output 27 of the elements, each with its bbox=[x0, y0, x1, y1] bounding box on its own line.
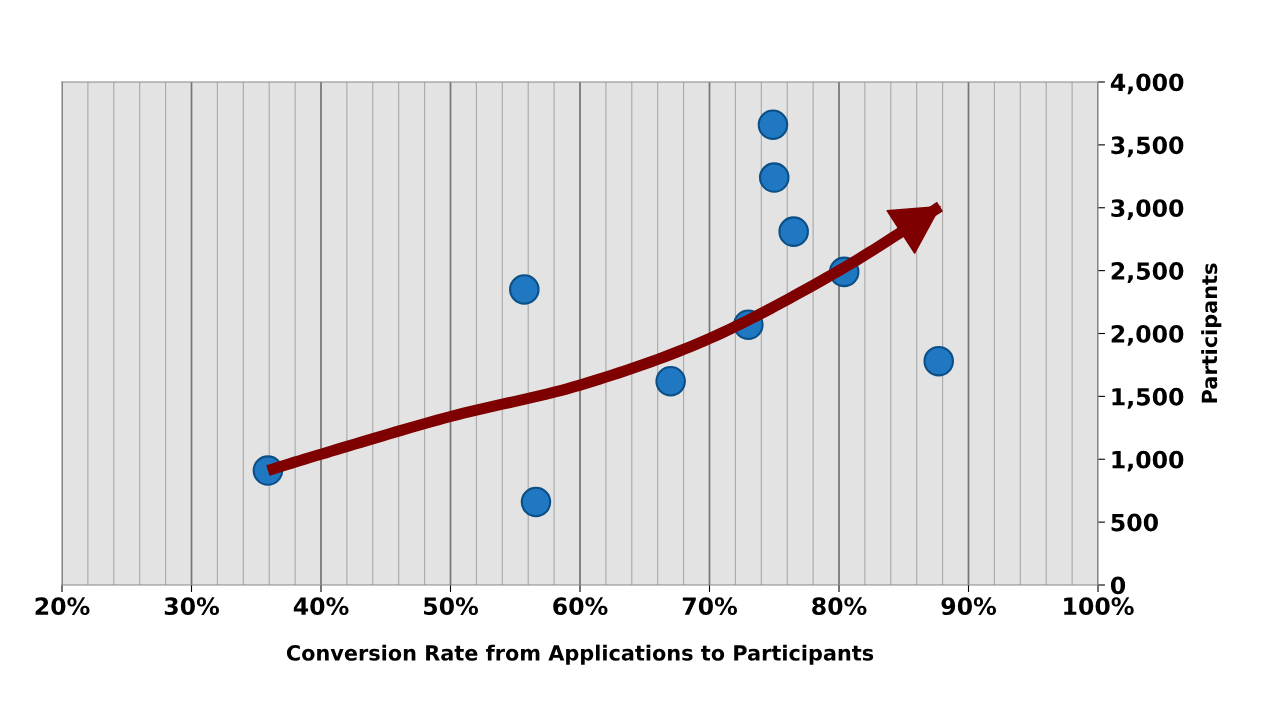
x-tick-label: 70% bbox=[682, 597, 738, 616]
y-tick-label: 500 bbox=[1111, 513, 1158, 532]
y-tick-label: 2,500 bbox=[1111, 262, 1184, 283]
y-axis-title: Participants bbox=[1201, 263, 1222, 403]
y-tick-label: 3,500 bbox=[1111, 136, 1184, 158]
point bbox=[509, 274, 540, 305]
x-tick-label: 20% bbox=[35, 597, 90, 616]
y-tick-label: 0 bbox=[1110, 576, 1126, 595]
y-tick-label: 4,000 bbox=[1110, 73, 1184, 95]
x-tick-label: 80% bbox=[812, 597, 867, 616]
point bbox=[778, 216, 809, 247]
point bbox=[758, 162, 790, 193]
x-tick-label: 40% bbox=[293, 597, 349, 616]
x-tick-label: 60% bbox=[553, 597, 608, 616]
y-tick-label: 3,000 bbox=[1111, 199, 1184, 221]
point bbox=[655, 366, 686, 397]
x-tick-label: 30% bbox=[164, 597, 220, 616]
y-tick-label: 1,500 bbox=[1112, 387, 1184, 409]
x-tick-label: 50% bbox=[424, 597, 479, 616]
point bbox=[757, 109, 789, 141]
x-tick-label: 90% bbox=[941, 597, 997, 616]
x-tick-label: 100% bbox=[1064, 597, 1134, 616]
point bbox=[520, 486, 552, 518]
x-axis-title: Conversion Rate from Applications to Participants bbox=[286, 644, 874, 665]
y-tick-label: 1,000 bbox=[1112, 450, 1184, 472]
y-tick-label: 2,000 bbox=[1111, 324, 1184, 346]
point bbox=[923, 345, 954, 377]
